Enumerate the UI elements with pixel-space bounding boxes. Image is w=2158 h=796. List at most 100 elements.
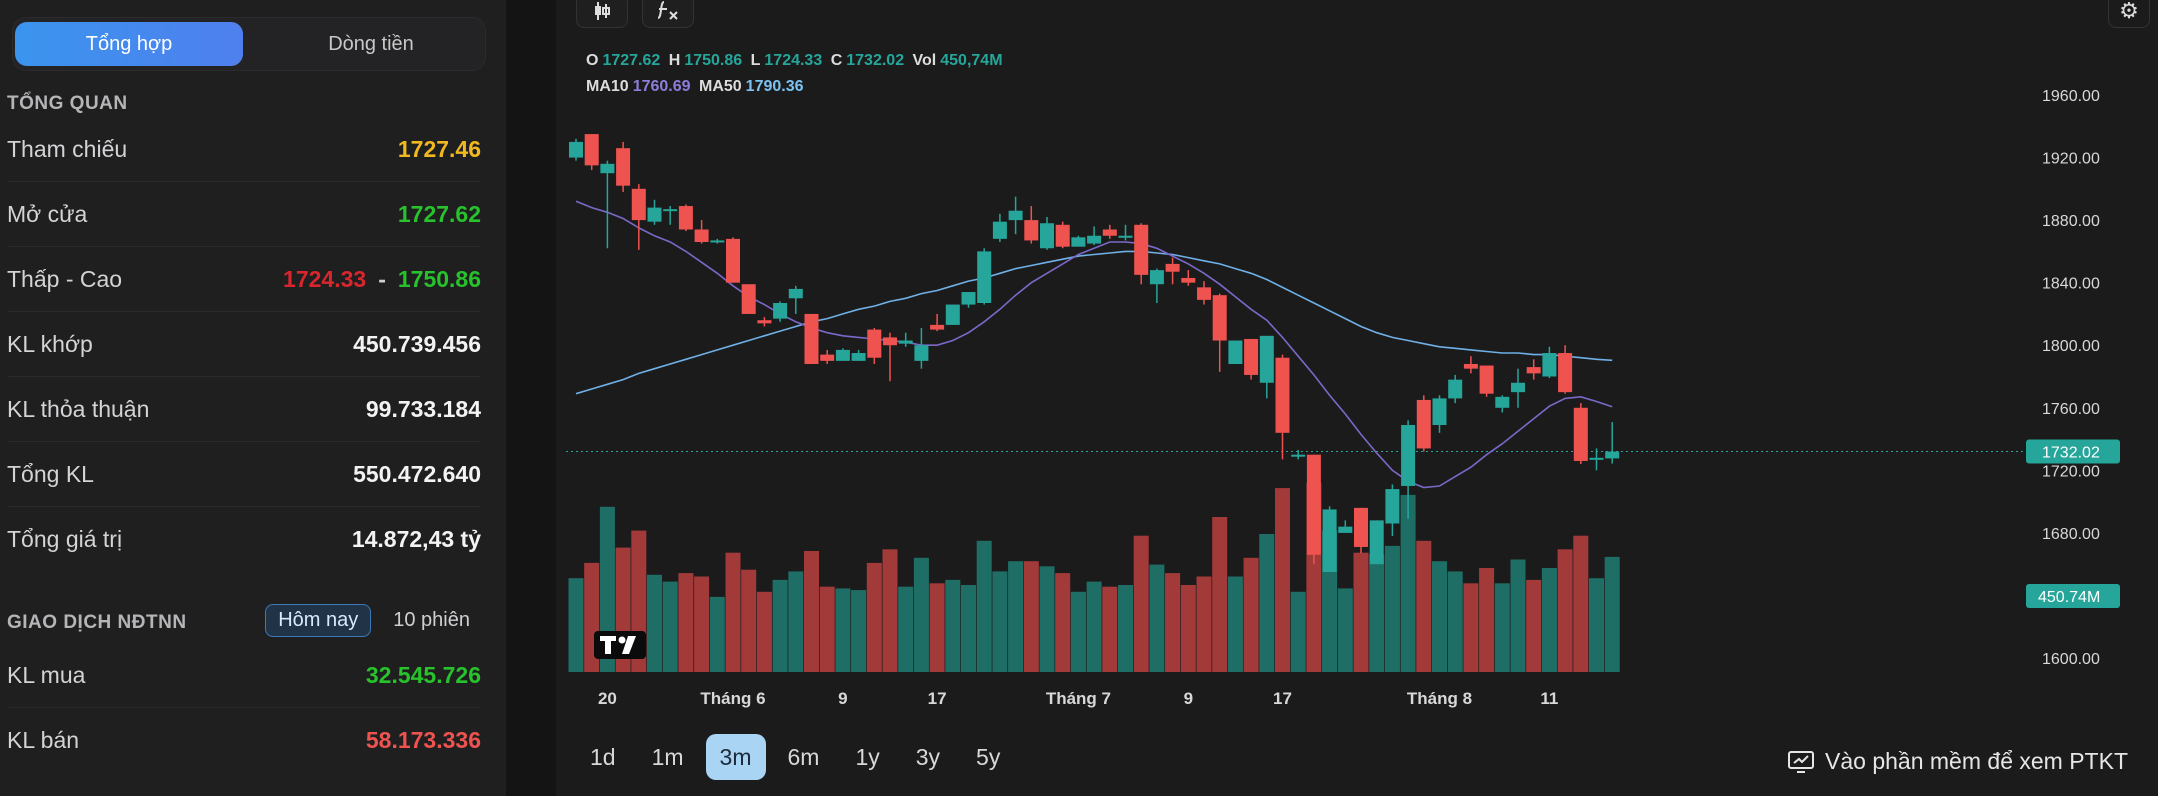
volume-bar <box>1526 579 1542 672</box>
stat-label: Thấp - Cao <box>7 265 123 292</box>
candle-body <box>1463 363 1478 369</box>
stat-row-total-value: Tổng giá trị 14.872,43 tỷ <box>7 507 481 572</box>
volume-bar <box>898 586 914 672</box>
x-tick-label: Tháng 6 <box>700 689 765 708</box>
volume-bar <box>1541 568 1557 672</box>
volume-bar <box>1463 583 1479 672</box>
candle-body <box>1573 407 1588 461</box>
volume-bar <box>788 571 804 672</box>
volume-bar <box>662 581 678 672</box>
volume-bar <box>1479 568 1495 672</box>
x-tick-label: 17 <box>928 689 947 708</box>
volume-bar <box>1369 554 1385 672</box>
y-tick-label: 1720.00 <box>2042 463 2100 480</box>
volume-bar <box>725 552 741 672</box>
candle-body <box>1008 210 1023 221</box>
legend-low-label: L <box>750 52 761 69</box>
candle-body <box>694 229 709 243</box>
legend-vol-label: Vol <box>912 52 937 69</box>
chart-settings-button[interactable]: ⚙ <box>2108 0 2150 28</box>
legend-close-label: C <box>830 52 843 69</box>
legend-ma50-label: MA50 <box>698 78 742 95</box>
volume-bar <box>819 586 835 672</box>
range-1d[interactable]: 1d <box>590 743 616 770</box>
volume-bar <box>756 591 772 672</box>
tab-dong-tien[interactable]: Dòng tiền <box>328 32 414 55</box>
volume-bar <box>866 562 882 672</box>
candlestick-type-button[interactable] <box>576 0 628 28</box>
candle-body <box>1605 451 1620 459</box>
overview-title: TỔNG QUAN <box>7 93 128 114</box>
stat-label: KL khớp <box>7 330 93 357</box>
range-5y[interactable]: 5y <box>976 743 1001 770</box>
candle-body <box>992 221 1007 239</box>
open-technical-analysis-link[interactable]: Vào phần mềm để xem PTKT <box>1787 748 2128 775</box>
range-dash: - <box>378 265 386 292</box>
candle-body <box>788 288 803 299</box>
candle-body <box>1149 270 1164 285</box>
candle-body <box>977 251 992 303</box>
chart-panel: ⚙ O 1727.62 H 1750.86 L 1724.33 C 1732.02 Vo… <box>556 0 2158 796</box>
volume-bar <box>1275 488 1290 672</box>
volume-bar <box>1149 564 1165 672</box>
stat-value: 1727.46 <box>397 135 481 162</box>
candle-body <box>1244 338 1259 375</box>
volume-bar <box>568 578 584 672</box>
candle-body <box>1087 235 1102 244</box>
volume-bar <box>1604 556 1620 672</box>
stat-row-foreign-sell: KL bán 58.173.336 <box>7 708 481 773</box>
legend-high-label: H <box>668 52 681 69</box>
candle-body <box>883 337 897 346</box>
pill-10-sessions[interactable]: 10 phiên <box>393 609 470 631</box>
volume-bar <box>961 585 976 672</box>
stat-row-open: Mở cửa 1727.62 <box>7 182 481 247</box>
legend-high: 1750.86 <box>684 52 743 69</box>
candle-body <box>1259 335 1274 383</box>
range-1y[interactable]: 1y <box>855 743 880 770</box>
candle-body <box>1040 223 1054 249</box>
range-6m[interactable]: 6m <box>787 743 820 770</box>
high-value: 1750.86 <box>397 265 481 292</box>
ptkt-label: Vào phần mềm để xem PTKT <box>1825 748 2128 774</box>
stat-label: KL mua <box>7 661 86 688</box>
x-tick-label: 9 <box>1184 689 1193 708</box>
range-3y[interactable]: 3y <box>915 743 941 770</box>
candle-body <box>1354 507 1368 547</box>
panel-divider <box>506 0 556 796</box>
candle-body <box>757 320 772 324</box>
volume-bar <box>913 557 929 672</box>
candle-body <box>600 163 615 174</box>
volume-bar <box>1196 576 1212 672</box>
tab-tong-hop[interactable]: Tổng hợp <box>15 22 243 66</box>
indicator-button[interactable] <box>642 0 694 28</box>
candle-body <box>1212 295 1227 341</box>
pill-today[interactable]: Hôm nay <box>265 604 372 637</box>
left-panel: Tổng hợp Dòng tiền TỔNG QUAN Tham chiếu … <box>0 0 506 796</box>
candle-body <box>1448 379 1463 399</box>
volume-bar <box>1416 540 1432 672</box>
y-tick-label: 1680.00 <box>2042 526 2100 543</box>
volume-tag-box <box>2026 584 2120 608</box>
range-1m[interactable]: 1m <box>651 743 684 770</box>
range-3m[interactable]: 3m <box>705 734 766 780</box>
monitor-chart-icon <box>1788 750 1815 773</box>
candle-body <box>1134 224 1149 275</box>
candle-body <box>1526 367 1541 374</box>
ohlc-legend: O 1727.62 H 1750.86 L 1724.33 C 1732.02 Vol 4… <box>586 52 1007 70</box>
volume-bar <box>1055 573 1071 672</box>
candle-body <box>1385 489 1400 524</box>
volume-bar <box>1353 552 1369 672</box>
x-tick-label: 17 <box>1273 689 1292 708</box>
foreign-trading-title: GIAO DỊCH NĐTNN <box>7 612 187 633</box>
candle-body <box>1401 424 1416 486</box>
candle-body <box>663 209 678 212</box>
candle-body <box>631 188 646 221</box>
foreign-period-toggle: Hôm nay 10 phiên <box>265 604 482 637</box>
stat-value: 550.472.640 <box>353 460 481 487</box>
candle-body <box>1102 229 1117 236</box>
price-chart[interactable]: 1960.00 1920.00 1880.00 1840.00 1800.00 1760.… <box>556 0 2158 720</box>
volume-bar <box>1510 559 1526 672</box>
stat-row-low-high: Thấp - Cao 1724.33-1750.86 <box>7 247 481 312</box>
volume-bar <box>1133 535 1149 672</box>
volume-bar <box>599 506 615 672</box>
